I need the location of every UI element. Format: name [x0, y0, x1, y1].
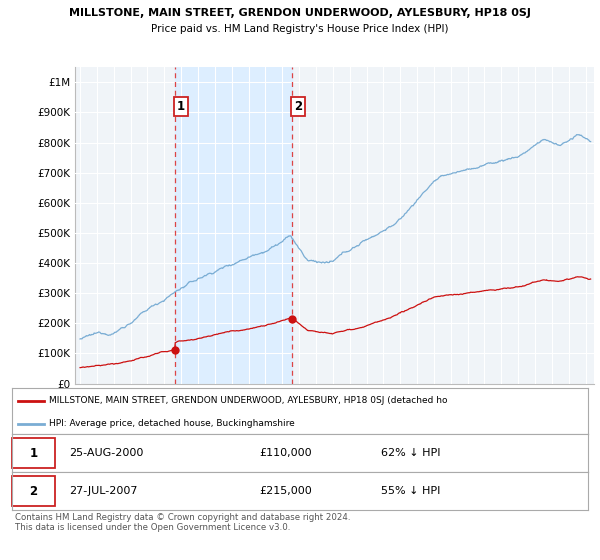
Text: 1: 1: [177, 100, 185, 113]
FancyBboxPatch shape: [12, 438, 55, 468]
FancyBboxPatch shape: [12, 476, 55, 506]
Text: Contains HM Land Registry data © Crown copyright and database right 2024.
This d: Contains HM Land Registry data © Crown c…: [15, 513, 350, 533]
Text: 2: 2: [29, 484, 37, 498]
Text: MILLSTONE, MAIN STREET, GRENDON UNDERWOOD, AYLESBURY, HP18 0SJ: MILLSTONE, MAIN STREET, GRENDON UNDERWOO…: [69, 8, 531, 18]
Text: £110,000: £110,000: [260, 448, 313, 458]
Text: MILLSTONE, MAIN STREET, GRENDON UNDERWOOD, AYLESBURY, HP18 0SJ (detached ho: MILLSTONE, MAIN STREET, GRENDON UNDERWOO…: [49, 396, 448, 405]
Text: £215,000: £215,000: [260, 486, 313, 496]
Text: 62% ↓ HPI: 62% ↓ HPI: [380, 448, 440, 458]
Text: 1: 1: [29, 446, 37, 460]
Text: 25-AUG-2000: 25-AUG-2000: [70, 448, 144, 458]
Text: 27-JUL-2007: 27-JUL-2007: [70, 486, 138, 496]
Bar: [175, 67, 292, 384]
Text: 55% ↓ HPI: 55% ↓ HPI: [380, 486, 440, 496]
Text: Price paid vs. HM Land Registry's House Price Index (HPI): Price paid vs. HM Land Registry's House …: [151, 24, 449, 34]
Text: 2: 2: [294, 100, 302, 113]
Text: HPI: Average price, detached house, Buckinghamshire: HPI: Average price, detached house, Buck…: [49, 419, 295, 428]
